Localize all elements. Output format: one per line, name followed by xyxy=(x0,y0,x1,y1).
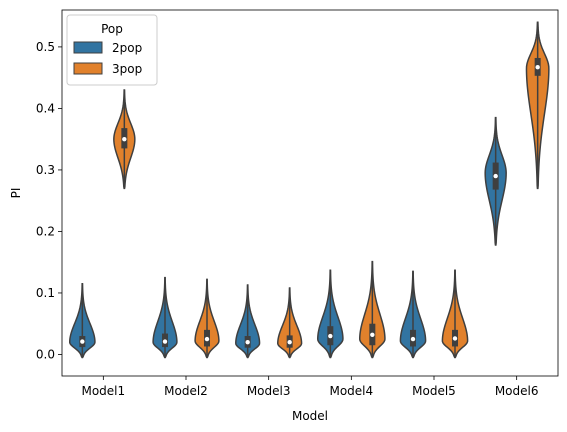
legend-label: 3pop xyxy=(112,62,142,76)
x-tick-label: Model3 xyxy=(247,384,291,398)
violin-median-dot xyxy=(122,136,127,142)
legend-swatch-2pop xyxy=(73,41,103,54)
violin-median-dot xyxy=(328,333,333,339)
violin-median-dot xyxy=(535,65,540,70)
legend-swatch-3pop xyxy=(73,62,103,75)
y-tick-label: 0.2 xyxy=(36,224,55,238)
x-axis-label: Model xyxy=(292,409,328,423)
x-axis: Model1 Model2 Model3 Model4 Model5 Model6 xyxy=(81,376,539,398)
violin-median-dot xyxy=(245,339,250,345)
violin-median-dot xyxy=(287,339,292,345)
y-tick-label: 0.0 xyxy=(36,347,55,361)
x-tick-label: Model2 xyxy=(164,384,208,398)
legend-label: 2pop xyxy=(112,41,142,55)
violins-layer xyxy=(68,21,550,359)
x-tick-label: Model1 xyxy=(81,384,125,398)
legend-title: Pop xyxy=(101,22,123,36)
y-tick-label: 0.1 xyxy=(36,286,55,300)
violin-median-dot xyxy=(493,173,498,179)
y-axis: 0.0 0.1 0.2 0.3 0.4 0.5 xyxy=(36,40,62,361)
violin-median-dot xyxy=(370,332,375,337)
x-tick-label: Model5 xyxy=(412,384,456,398)
y-tick-label: 0.3 xyxy=(36,163,55,177)
legend: Pop 2pop 3pop xyxy=(66,14,158,86)
x-tick-label: Model4 xyxy=(329,384,373,398)
violin-median-dot xyxy=(80,339,85,344)
x-tick-label: Model6 xyxy=(495,384,539,398)
y-axis-label: PI xyxy=(9,188,23,199)
plot-area-frame xyxy=(61,9,559,377)
violin-median-dot xyxy=(204,336,210,342)
y-tick-label: 0.4 xyxy=(36,101,55,115)
y-tick-label: 0.5 xyxy=(36,40,55,54)
violin-median-dot xyxy=(410,336,416,342)
violin-median-dot xyxy=(162,339,168,344)
violin-median-dot xyxy=(452,336,458,341)
